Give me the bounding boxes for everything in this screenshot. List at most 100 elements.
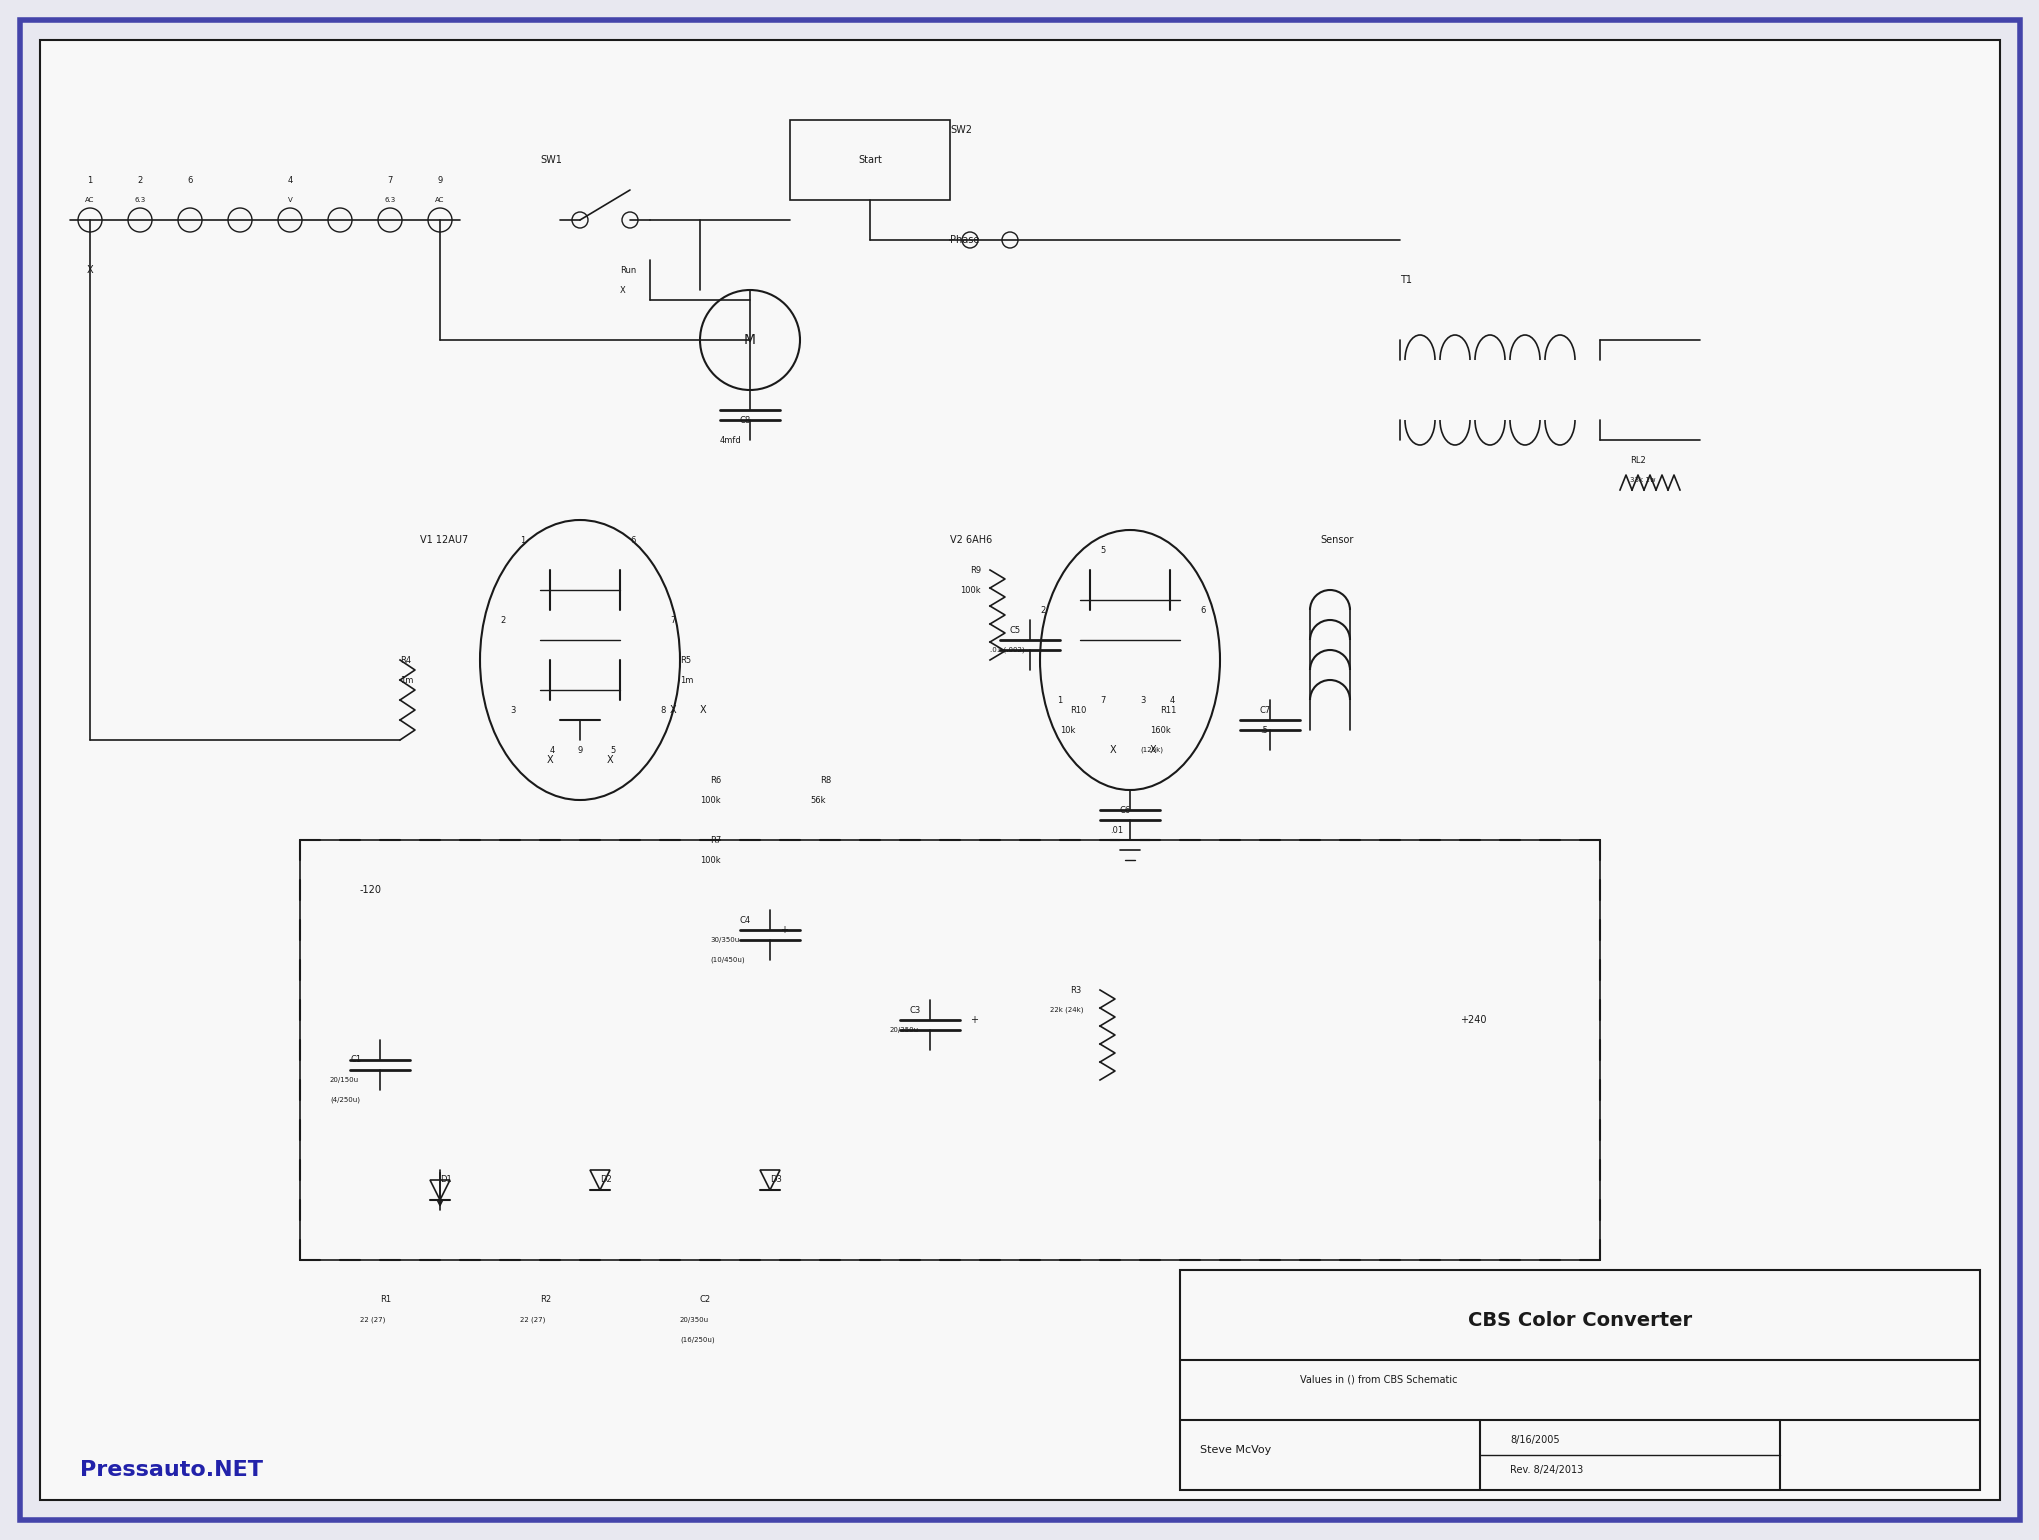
- Text: 4: 4: [551, 745, 555, 755]
- Text: M: M: [744, 333, 756, 346]
- Text: R6: R6: [710, 776, 722, 784]
- Text: 56k: 56k: [809, 796, 826, 804]
- Text: +: +: [969, 1015, 977, 1026]
- Text: 22 (27): 22 (27): [520, 1317, 544, 1323]
- Text: X: X: [699, 705, 705, 715]
- Text: 160k: 160k: [1150, 725, 1170, 735]
- Text: 3: 3: [510, 705, 516, 715]
- Text: 33k 1w: 33k 1w: [1629, 477, 1656, 484]
- Text: D1: D1: [440, 1175, 451, 1184]
- Text: Steve McVoy: Steve McVoy: [1199, 1445, 1270, 1455]
- Text: C5: C5: [1009, 625, 1022, 634]
- Text: Rev. 8/24/2013: Rev. 8/24/2013: [1509, 1465, 1582, 1475]
- Text: 1: 1: [1056, 696, 1062, 704]
- Text: 20/350u: 20/350u: [889, 1027, 920, 1033]
- Text: 6: 6: [188, 176, 192, 185]
- Text: AC: AC: [86, 197, 94, 203]
- Text: 4mfd: 4mfd: [720, 436, 742, 445]
- Text: C7: C7: [1260, 705, 1270, 715]
- Text: 7: 7: [669, 616, 675, 625]
- Text: RL2: RL2: [1629, 456, 1645, 465]
- Text: Phase: Phase: [950, 236, 979, 245]
- Text: Start: Start: [858, 156, 881, 165]
- Text: T1: T1: [1399, 276, 1411, 285]
- Text: 2: 2: [137, 176, 143, 185]
- Text: SW1: SW1: [540, 156, 561, 165]
- Text: R5: R5: [679, 656, 691, 664]
- Text: 20/350u: 20/350u: [679, 1317, 710, 1323]
- Text: 9: 9: [577, 745, 583, 755]
- Text: Sensor: Sensor: [1319, 534, 1352, 545]
- FancyBboxPatch shape: [20, 20, 2019, 1520]
- Text: 2: 2: [500, 616, 506, 625]
- Text: 100k: 100k: [699, 856, 720, 864]
- Text: 4: 4: [287, 176, 292, 185]
- Text: (4/250u): (4/250u): [330, 1096, 359, 1103]
- Text: 30/350u: 30/350u: [710, 936, 738, 942]
- Text: R3: R3: [1070, 986, 1081, 995]
- Text: V2 6AH6: V2 6AH6: [950, 534, 991, 545]
- Text: 1m: 1m: [400, 676, 414, 684]
- Text: 22 (27): 22 (27): [359, 1317, 385, 1323]
- Text: R4: R4: [400, 656, 412, 664]
- Text: -120: -120: [359, 885, 381, 895]
- Text: (120k): (120k): [1140, 747, 1162, 753]
- Text: 7: 7: [387, 176, 391, 185]
- Text: 22k (24k): 22k (24k): [1050, 1007, 1083, 1013]
- Text: V1 12AU7: V1 12AU7: [420, 534, 469, 545]
- Text: (16/250u): (16/250u): [679, 1337, 714, 1343]
- Text: V: V: [287, 197, 292, 203]
- Text: 8/16/2005: 8/16/2005: [1509, 1435, 1560, 1445]
- Text: 7: 7: [1099, 696, 1105, 704]
- Text: 10k: 10k: [1060, 725, 1075, 735]
- Text: C8: C8: [740, 416, 750, 425]
- Text: 4: 4: [1170, 696, 1174, 704]
- Text: D2: D2: [599, 1175, 612, 1184]
- Bar: [789, 120, 950, 200]
- Text: X: X: [86, 265, 94, 276]
- Text: 5: 5: [610, 745, 616, 755]
- Text: D3: D3: [769, 1175, 781, 1184]
- Text: SW2: SW2: [950, 125, 971, 136]
- Text: .01 (.002): .01 (.002): [989, 647, 1024, 653]
- Text: C2: C2: [699, 1295, 712, 1304]
- Text: 1: 1: [520, 536, 524, 545]
- Text: 6: 6: [630, 536, 634, 545]
- Text: 9: 9: [436, 176, 442, 185]
- Text: 8: 8: [661, 705, 665, 715]
- Text: X: X: [606, 755, 614, 765]
- Text: 20/150u: 20/150u: [330, 1076, 359, 1083]
- Text: Values in () from CBS Schematic: Values in () from CBS Schematic: [1299, 1375, 1456, 1384]
- Text: R1: R1: [379, 1295, 391, 1304]
- Text: Run: Run: [620, 265, 636, 274]
- Text: CBS Color Converter: CBS Color Converter: [1468, 1311, 1690, 1329]
- Text: +240: +240: [1460, 1015, 1486, 1026]
- Text: C4: C4: [740, 915, 750, 924]
- Text: (10/450u): (10/450u): [710, 956, 744, 962]
- Text: 6.3: 6.3: [383, 197, 396, 203]
- Text: AC: AC: [434, 197, 445, 203]
- Text: R11: R11: [1160, 705, 1177, 715]
- Text: 1m: 1m: [679, 676, 693, 684]
- Text: X: X: [669, 705, 677, 715]
- Text: 6: 6: [1199, 605, 1205, 614]
- Text: 6.3: 6.3: [135, 197, 145, 203]
- Text: 100k: 100k: [699, 796, 720, 804]
- Text: R9: R9: [969, 565, 981, 574]
- Text: R10: R10: [1070, 705, 1087, 715]
- Text: R2: R2: [540, 1295, 551, 1304]
- Text: 2: 2: [1040, 605, 1044, 614]
- Text: 5: 5: [1099, 545, 1105, 554]
- Text: Pressauto.NET: Pressauto.NET: [80, 1460, 263, 1480]
- Text: +: +: [779, 926, 787, 935]
- Text: C1: C1: [351, 1055, 361, 1064]
- Text: C3: C3: [909, 1006, 922, 1015]
- Text: 100k: 100k: [960, 585, 981, 594]
- Text: X: X: [1109, 745, 1115, 755]
- Text: 1: 1: [88, 176, 92, 185]
- Text: X: X: [620, 285, 626, 294]
- Text: R7: R7: [710, 836, 722, 844]
- Text: .01: .01: [1109, 825, 1123, 835]
- Bar: [300, 839, 1599, 1260]
- Text: X: X: [1150, 745, 1156, 755]
